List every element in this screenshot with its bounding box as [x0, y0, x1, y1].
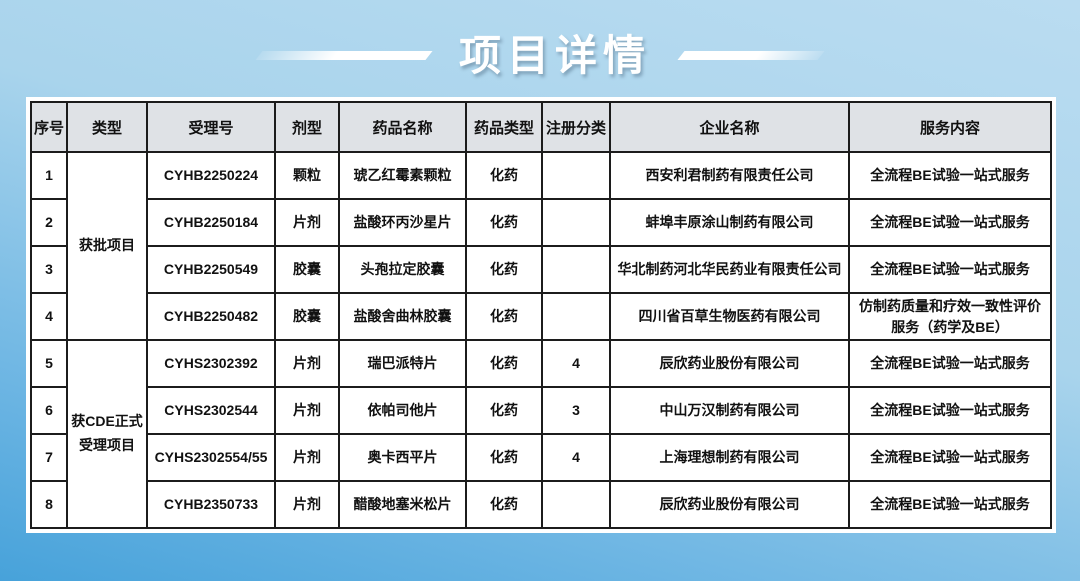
col-header-service: 服务内容: [848, 101, 1052, 153]
cell-acceptance-no: CYHS2302554/55: [146, 433, 276, 482]
cell-seq: 8: [30, 480, 68, 529]
cell-company: 上海理想制药有限公司: [609, 433, 850, 482]
cell-service: 全流程BE试验一站式服务: [848, 480, 1052, 529]
cell-company: 蚌埠丰原涂山制药有限公司: [609, 198, 850, 247]
col-header-reg-class: 注册分类: [541, 101, 611, 153]
cell-dosage-form: 片剂: [274, 198, 340, 247]
cell-dosage-form: 片剂: [274, 386, 340, 435]
cell-drug-name: 依帕司他片: [338, 386, 467, 435]
table-row: 1 获批项目 CYHB2250224 颗粒 琥乙红霉素颗粒 化药 西安利君制药有…: [30, 151, 1052, 341]
cell-drug-name: 头孢拉定胶囊: [338, 245, 467, 294]
col-header-drug-name: 药品名称: [338, 101, 467, 153]
cell-reg-class: 4: [541, 339, 611, 388]
cell-reg-class: [541, 198, 611, 247]
cell-dosage-form: 片剂: [274, 480, 340, 529]
title-decor-line-left: [255, 51, 433, 60]
table-header-row: 序号 类型 受理号 剂型 药品名称 药品类型 注册分类 企业名称 服务内容: [30, 101, 1052, 153]
cell-seq: 2: [30, 198, 68, 247]
cell-drug-name: 醋酸地塞米松片: [338, 480, 467, 529]
cell-seq: 3: [30, 245, 68, 294]
col-header-type: 类型: [66, 101, 148, 153]
cell-reg-class: [541, 245, 611, 294]
title-decor-line-right: [677, 51, 825, 60]
cell-seq: 5: [30, 339, 68, 388]
table-row: 2 CYHB2250184 片剂 盐酸环丙沙星片 化药 蚌埠丰原涂山制药有限公司…: [30, 198, 1052, 247]
cell-service: 全流程BE试验一站式服务: [848, 339, 1052, 388]
cell-type-group-approved: 获批项目: [66, 151, 148, 341]
cell-dosage-form: 胶囊: [274, 292, 340, 341]
cell-acceptance-no: CYHB2250224: [146, 151, 276, 200]
cell-service: 全流程BE试验一站式服务: [848, 245, 1052, 294]
cell-dosage-form: 胶囊: [274, 245, 340, 294]
cell-company: 四川省百草生物医药有限公司: [609, 292, 850, 341]
cell-company: 华北制药河北华民药业有限责任公司: [609, 245, 850, 294]
cell-drug-name: 奥卡西平片: [338, 433, 467, 482]
cell-dosage-form: 片剂: [274, 339, 340, 388]
col-header-seq: 序号: [30, 101, 68, 153]
cell-drug-name: 琥乙红霉素颗粒: [338, 151, 467, 200]
cell-company: 西安利君制药有限责任公司: [609, 151, 850, 200]
cell-service: 仿制药质量和疗效一致性评价服务（药学及BE）: [848, 292, 1052, 341]
cell-drug-type: 化药: [465, 198, 543, 247]
cell-drug-type: 化药: [465, 433, 543, 482]
cell-reg-class: [541, 292, 611, 341]
cell-service: 全流程BE试验一站式服务: [848, 433, 1052, 482]
cell-reg-class: [541, 480, 611, 529]
page-title: 项目详情: [458, 32, 651, 79]
cell-company: 辰欣药业股份有限公司: [609, 480, 850, 529]
cell-service: 全流程BE试验一站式服务: [848, 198, 1052, 247]
cell-drug-type: 化药: [465, 245, 543, 294]
table-row: 7 CYHS2302554/55 片剂 奥卡西平片 化药 4 上海理想制药有限公…: [30, 433, 1052, 482]
cell-acceptance-no: CYHS2302544: [146, 386, 276, 435]
cell-company: 辰欣药业股份有限公司: [609, 339, 850, 388]
cell-acceptance-no: CYHS2302392: [146, 339, 276, 388]
cell-acceptance-no: CYHB2250184: [146, 198, 276, 247]
table-row: 5 获CDE正式受理项目 CYHS2302392 片剂 瑞巴派特片 化药 4 辰…: [30, 339, 1052, 529]
cell-reg-class: 3: [541, 386, 611, 435]
cell-acceptance-no: CYHB2350733: [146, 480, 276, 529]
cell-drug-type: 化药: [465, 480, 543, 529]
cell-drug-type: 化药: [465, 339, 543, 388]
cell-dosage-form: 颗粒: [274, 151, 340, 200]
cell-service: 全流程BE试验一站式服务: [848, 386, 1052, 435]
cell-drug-type: 化药: [465, 386, 543, 435]
cell-drug-type: 化药: [465, 292, 543, 341]
cell-acceptance-no: CYHB2250549: [146, 245, 276, 294]
col-header-company: 企业名称: [609, 101, 850, 153]
cell-seq: 4: [30, 292, 68, 341]
cell-company: 中山万汉制药有限公司: [609, 386, 850, 435]
cell-dosage-form: 片剂: [274, 433, 340, 482]
cell-service: 全流程BE试验一站式服务: [848, 151, 1052, 200]
table-row: 6 CYHS2302544 片剂 依帕司他片 化药 3 中山万汉制药有限公司 全…: [30, 386, 1052, 435]
cell-type-group-cde-accepted: 获CDE正式受理项目: [66, 339, 148, 529]
table-row: 4 CYHB2250482 胶囊 盐酸舍曲林胶囊 化药 四川省百草生物医药有限公…: [30, 292, 1052, 341]
cell-acceptance-no: CYHB2250482: [146, 292, 276, 341]
col-header-acceptance-no: 受理号: [146, 101, 276, 153]
col-header-drug-type: 药品类型: [465, 101, 543, 153]
cell-reg-class: [541, 151, 611, 200]
cell-drug-name: 瑞巴派特片: [338, 339, 467, 388]
page-header: 项目详情: [0, 22, 1080, 83]
cell-drug-name: 盐酸舍曲林胶囊: [338, 292, 467, 341]
table-frame: 序号 类型 受理号 剂型 药品名称 药品类型 注册分类 企业名称 服务内容 1 …: [26, 97, 1056, 533]
col-header-dosage-form: 剂型: [274, 101, 340, 153]
projects-table: 序号 类型 受理号 剂型 药品名称 药品类型 注册分类 企业名称 服务内容 1 …: [30, 101, 1052, 529]
table-row: 8 CYHB2350733 片剂 醋酸地塞米松片 化药 辰欣药业股份有限公司 全…: [30, 480, 1052, 529]
cell-reg-class: 4: [541, 433, 611, 482]
table-row: 3 CYHB2250549 胶囊 头孢拉定胶囊 化药 华北制药河北华民药业有限责…: [30, 245, 1052, 294]
cell-seq: 1: [30, 151, 68, 200]
cell-drug-type: 化药: [465, 151, 543, 200]
cell-seq: 7: [30, 433, 68, 482]
cell-drug-name: 盐酸环丙沙星片: [338, 198, 467, 247]
cell-seq: 6: [30, 386, 68, 435]
